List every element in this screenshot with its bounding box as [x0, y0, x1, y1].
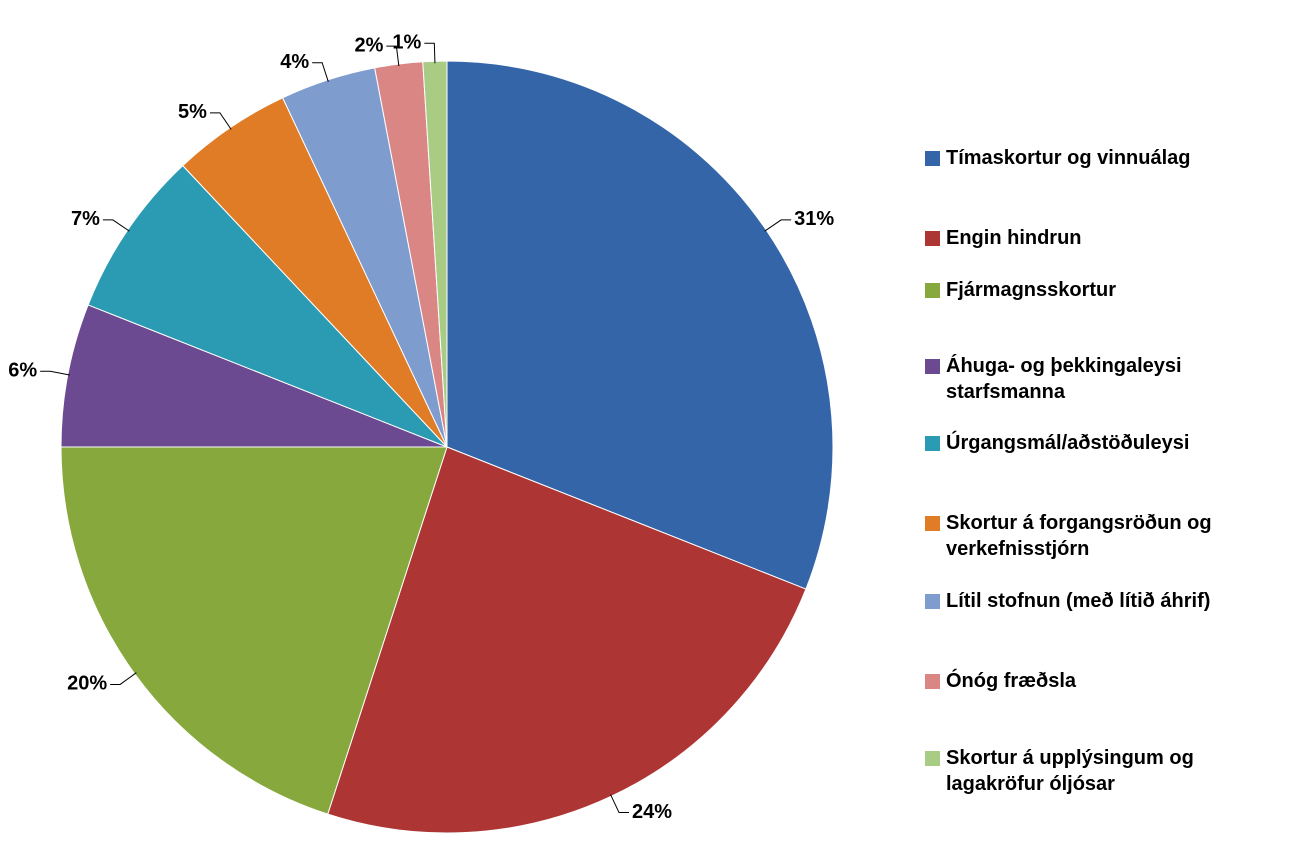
legend-item: Skortur á forgangsröðun og verkefnisstjó…: [925, 510, 1285, 562]
legend-swatch: [925, 594, 940, 609]
leader-line: [312, 62, 329, 82]
legend-item: Lítil stofnun (með lítið áhrif): [925, 588, 1285, 614]
data-label: 24%: [632, 801, 672, 823]
leader-line: [40, 370, 70, 376]
legend-swatch: [925, 359, 940, 374]
legend-swatch: [925, 751, 940, 766]
data-label: 5%: [178, 101, 207, 123]
data-label: 7%: [71, 208, 100, 230]
legend-label: Áhuga- og þekkingaleysi starfsmanna: [946, 355, 1182, 403]
legend-label: Úrgangsmál/aðstöðuleysi: [946, 432, 1190, 454]
legend-item: Fjármagnsskortur: [925, 277, 1285, 303]
data-label: 2%: [354, 34, 383, 56]
legend-item: Engin hindrun: [925, 225, 1285, 251]
legend-label: Ónóg fræðsla: [946, 670, 1077, 692]
legend-label: Skortur á upplýsingum og lagakröfur óljó…: [946, 747, 1194, 795]
legend-swatch: [925, 436, 940, 451]
leader-line: [610, 794, 630, 814]
legend-item: Ónóg fræðsla: [925, 668, 1285, 694]
data-label: 6%: [8, 360, 37, 382]
data-label: 20%: [67, 673, 107, 695]
legend-swatch: [925, 516, 940, 531]
legend-label: Tímaskortur og vinnuálag: [946, 147, 1191, 169]
legend-item: Tímaskortur og vinnuálag: [925, 145, 1285, 171]
legend-label: Engin hindrun: [946, 227, 1082, 249]
legend-swatch: [925, 283, 940, 298]
legend-swatch: [925, 674, 940, 689]
data-label: 31%: [794, 208, 834, 230]
leader-line: [102, 219, 130, 232]
legend-item: Skortur á upplýsingum og lagakröfur óljó…: [925, 745, 1285, 797]
data-label: 4%: [280, 51, 309, 73]
legend-swatch: [925, 151, 940, 166]
leader-line: [209, 112, 232, 130]
legend-item: Áhuga- og þekkingaleysi starfsmanna: [925, 353, 1285, 405]
leader-line: [764, 219, 792, 232]
leader-line: [386, 45, 400, 67]
legend-label: Skortur á forgangsröðun og verkefnisstjó…: [946, 512, 1212, 560]
leader-line: [110, 672, 137, 685]
legend-item: Úrgangsmál/aðstöðuleysi: [925, 430, 1285, 456]
legend-swatch: [925, 231, 940, 246]
legend-label: Fjármagnsskortur: [946, 279, 1117, 301]
leader-line: [424, 42, 436, 64]
legend-label: Lítil stofnun (með lítið áhrif): [946, 590, 1211, 612]
data-label: 1%: [392, 31, 421, 53]
